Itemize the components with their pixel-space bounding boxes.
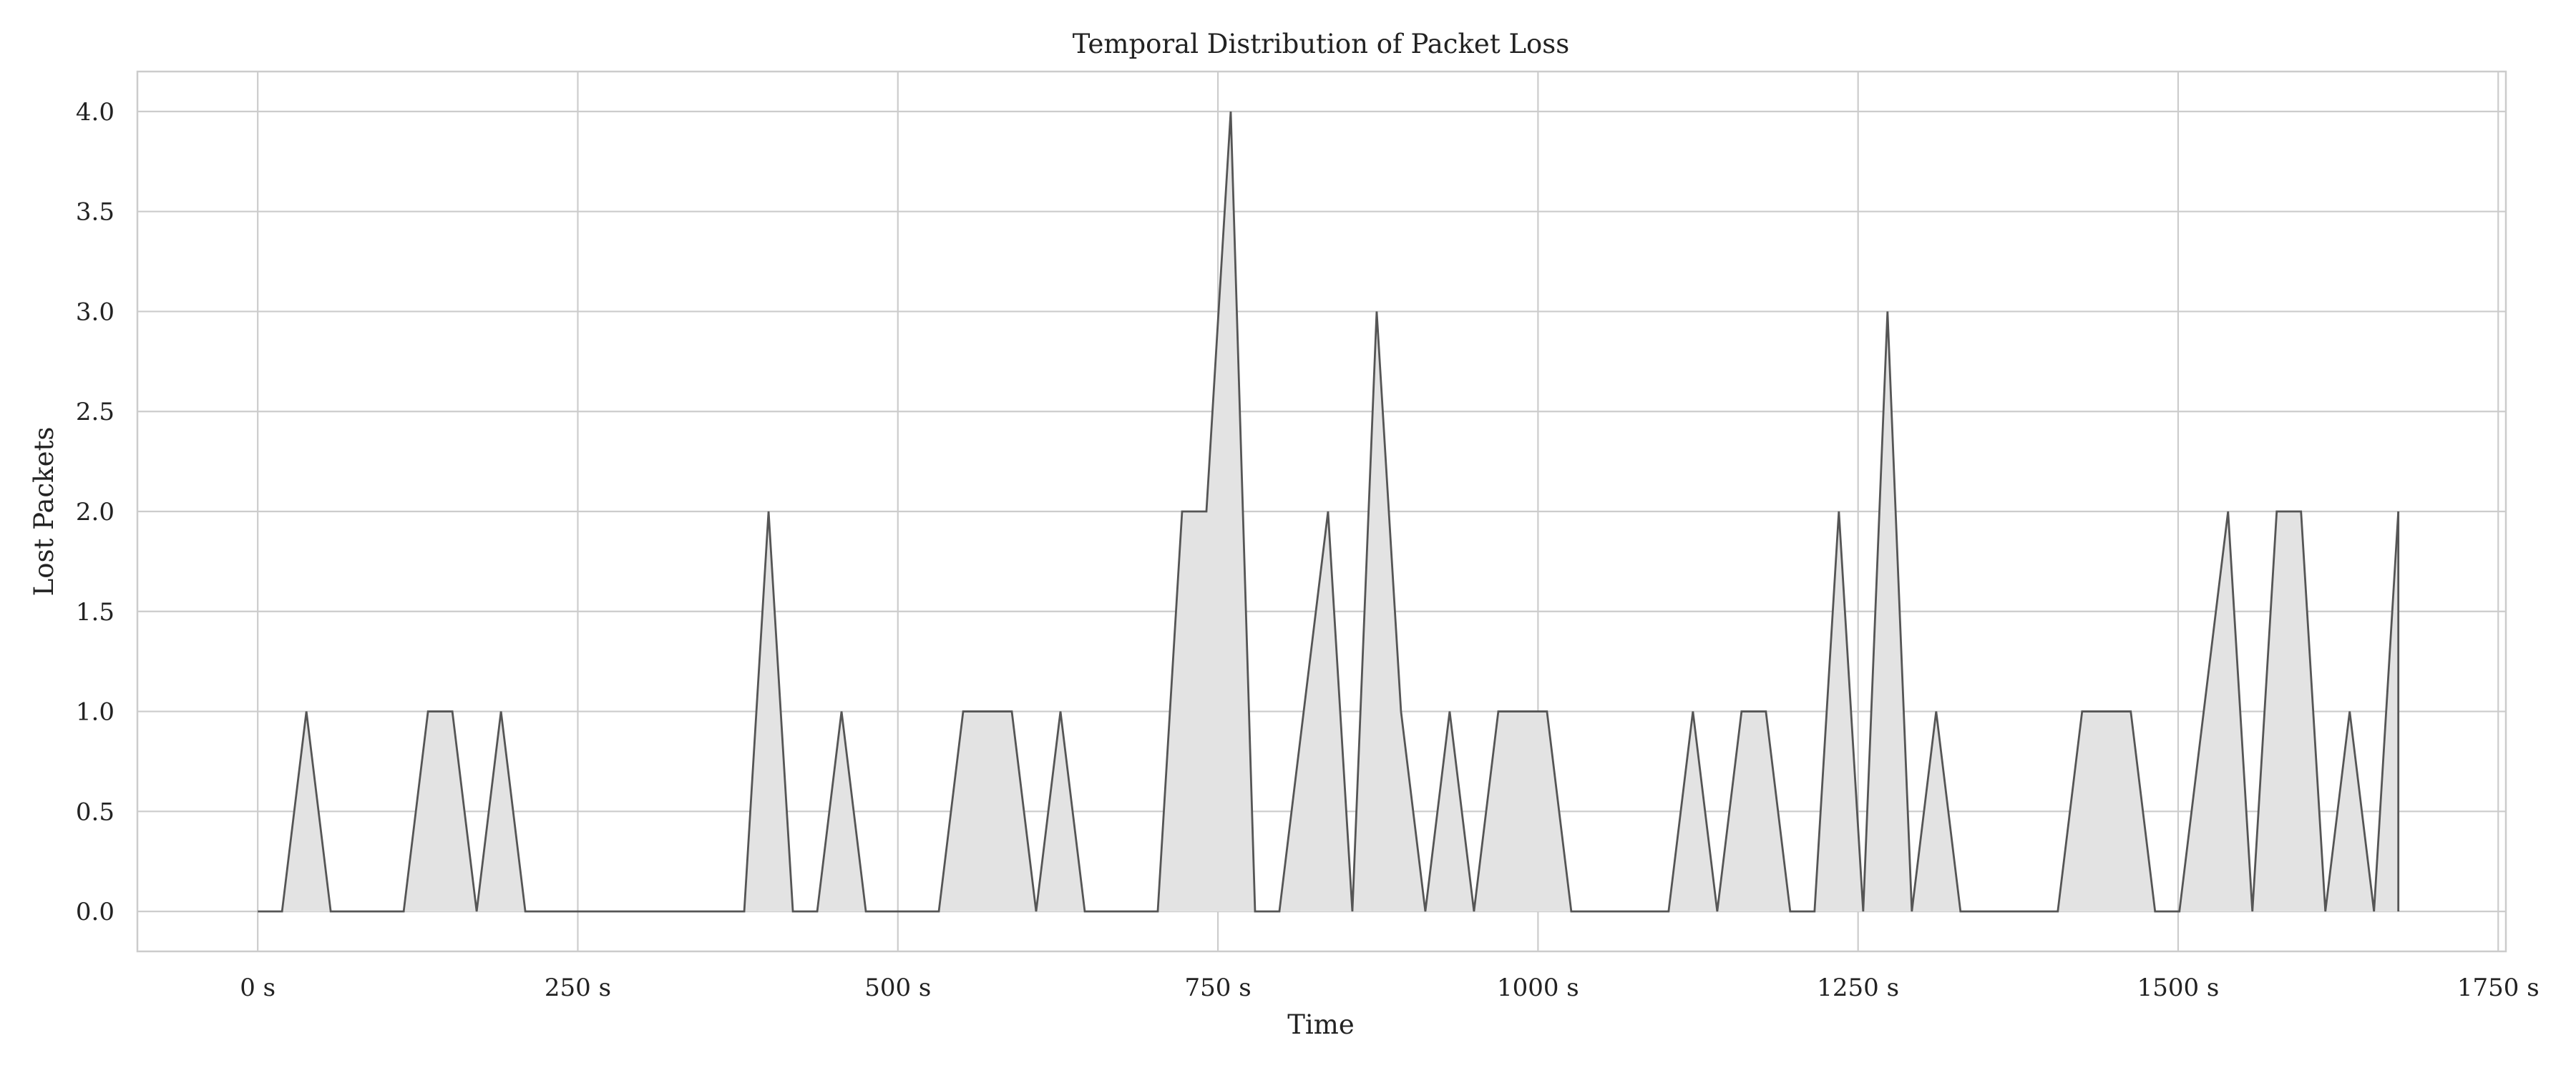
y-tick-label: 1.0 [76, 698, 114, 727]
y-tick-label: 1.5 [76, 598, 114, 627]
series-fill [258, 111, 2399, 912]
x-tick-labels: 0 s 250 s 500 s 750 s 1000 s 1250 s 1500 s 1750… [240, 974, 2539, 1002]
y-tick-label: 3.5 [76, 198, 114, 227]
y-tick-label: 0.0 [76, 898, 114, 926]
y-tick-label: 3.0 [76, 298, 114, 326]
x-tick-label: 1250 s [1817, 974, 1899, 1002]
series-area [258, 111, 2400, 913]
y-tick-label: 4.0 [76, 98, 114, 127]
x-tick-label: 500 s [864, 974, 931, 1002]
x-tick-label: 1750 s [2457, 974, 2540, 1002]
chart-title: Temporal Distribution of Packet Loss [1073, 29, 1570, 59]
plot-frame [136, 70, 2507, 953]
y-tick-label: 2.0 [76, 498, 114, 526]
x-tick-label: 1000 s [1497, 974, 1579, 1002]
x-tick-label: 250 s [545, 974, 611, 1002]
x-tick-label: 1500 s [2137, 974, 2220, 1002]
x-tick-label: 0 s [240, 974, 275, 1002]
x-axis-label: Time [1287, 1009, 1355, 1040]
y-axis-label: Lost Packets [29, 427, 59, 597]
x-tick-label: 750 s [1184, 974, 1251, 1002]
y-tick-label: 0.5 [76, 798, 114, 826]
y-tick-labels: 0.0 0.5 1.0 1.5 2.0 2.5 3.0 3.5 4.0 [76, 98, 114, 926]
y-tick-label: 2.5 [76, 398, 114, 426]
